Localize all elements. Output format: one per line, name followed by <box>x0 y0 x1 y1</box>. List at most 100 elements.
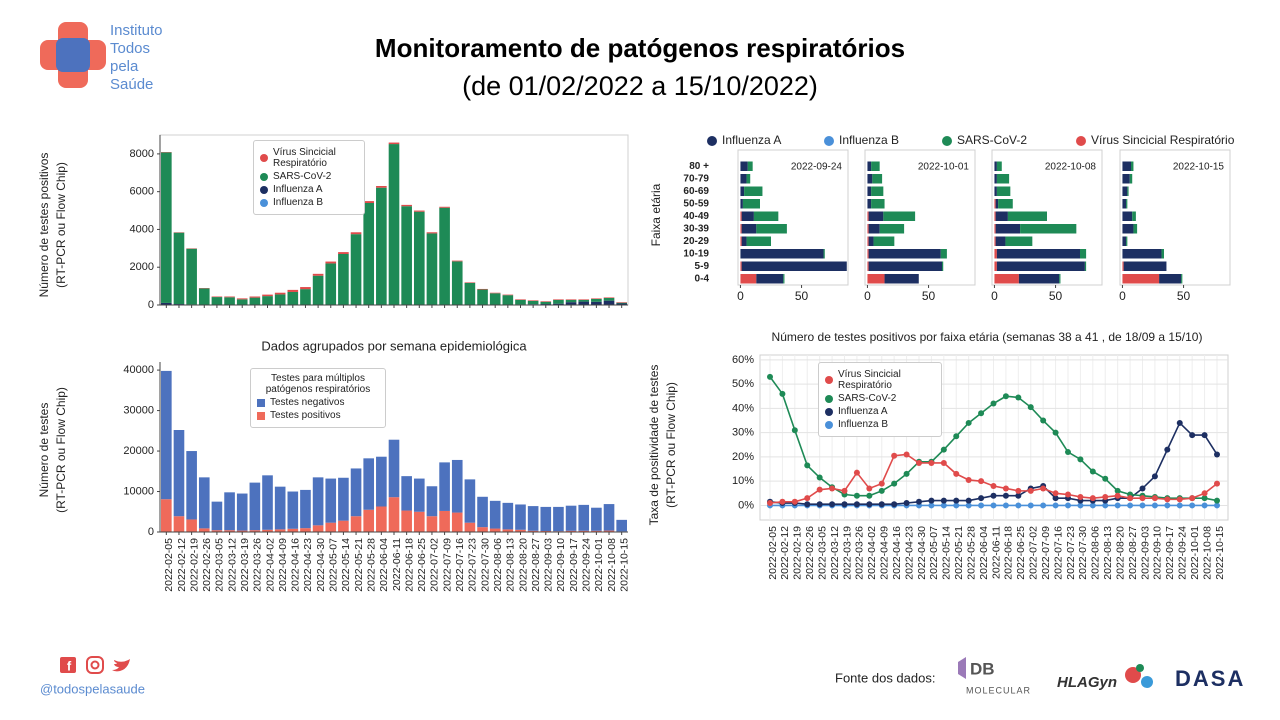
bar-segment <box>186 248 197 305</box>
bar-segment <box>426 516 438 532</box>
bar-segment <box>249 482 261 531</box>
bar-segment <box>744 186 763 196</box>
bar-segment <box>376 187 387 305</box>
point <box>1089 468 1096 475</box>
bar-segment <box>996 186 1011 196</box>
point <box>1065 502 1071 509</box>
legend-swatch <box>257 398 265 407</box>
panel-label: 2022-10-01 <box>918 162 970 173</box>
point <box>916 498 922 505</box>
bar-segment <box>591 507 602 531</box>
bar-segment <box>867 161 872 171</box>
point <box>1040 485 1047 492</box>
bar-segment <box>940 249 947 259</box>
bar-segment <box>401 206 412 305</box>
point <box>891 452 898 459</box>
point <box>990 492 997 499</box>
x-tick-label: 2022-10-01 <box>1189 526 1201 580</box>
y-tick-label: 5-9 <box>695 261 710 272</box>
legend-entry: Testes positivos <box>257 410 379 421</box>
y-tick-label: 40000 <box>123 364 154 376</box>
legend-label: SARS-CoV-2 <box>273 171 332 182</box>
point <box>1114 492 1121 499</box>
bar-segment <box>274 486 286 530</box>
point <box>791 498 798 505</box>
bar-segment <box>995 211 1008 221</box>
point <box>1027 404 1034 411</box>
legend-swatch <box>257 411 265 420</box>
x-tick-label: 2022-04-30 <box>916 526 928 580</box>
bar-segment <box>350 234 362 305</box>
point <box>866 492 873 499</box>
bar-segment <box>224 530 235 532</box>
point <box>1164 502 1171 509</box>
bar-segment <box>553 299 564 304</box>
point <box>1139 485 1146 492</box>
bar-segment <box>740 174 747 184</box>
bar-segment <box>439 206 450 208</box>
point <box>1201 502 1208 509</box>
point <box>1052 495 1059 502</box>
bar-segment <box>477 527 488 532</box>
x-tick-label: 0 <box>1119 289 1126 303</box>
x-tick-label: 2022-03-05 <box>816 526 828 580</box>
bar-segment <box>603 504 615 531</box>
x-tick-label: 2022-09-10 <box>555 538 567 592</box>
point <box>1002 502 1009 509</box>
bar-segment <box>740 199 743 209</box>
bar-segment <box>867 261 869 271</box>
bar-segment <box>884 274 919 284</box>
legend-swatch <box>260 198 268 207</box>
legend-label: SARS-CoV-2 <box>838 393 897 404</box>
bar-segment <box>591 298 602 299</box>
x-tick-label: 2022-09-10 <box>1152 526 1164 580</box>
point <box>804 495 811 502</box>
x-tick-label: 2022-05-28 <box>365 538 377 592</box>
point <box>916 459 922 466</box>
bar-segment <box>998 199 1013 209</box>
y-axis-label: (RT-PCR ou Flow Chip) <box>54 387 68 513</box>
legend-label: Vírus Sincicial Respiratório <box>838 369 901 391</box>
x-tick-label: 2022-06-18 <box>403 538 415 592</box>
bar-segment <box>871 199 885 209</box>
title: Monitoramento de patógenos respiratórios <box>375 33 905 63</box>
x-tick-label: 2022-08-27 <box>1127 526 1139 580</box>
y-tick-label: 10% <box>732 475 754 487</box>
point <box>940 446 947 453</box>
point <box>928 502 935 509</box>
point <box>940 459 947 466</box>
svg-text:f: f <box>67 658 72 673</box>
point <box>1176 419 1183 426</box>
bar-segment <box>363 458 375 510</box>
bar-segment <box>300 489 311 529</box>
bar-segment <box>1126 199 1128 209</box>
bar-segment <box>489 500 501 529</box>
point <box>1015 487 1022 494</box>
bar-segment <box>867 249 869 259</box>
legend-swatch <box>260 185 268 194</box>
y-tick-label: 40-49 <box>683 211 709 222</box>
point <box>1002 485 1009 492</box>
bar-segment <box>287 491 299 529</box>
bar-segment <box>740 186 745 196</box>
social-icons[interactable]: f <box>60 656 130 674</box>
bar-segment <box>325 522 337 532</box>
point <box>1040 417 1047 424</box>
x-tick-label: 2022-05-14 <box>941 526 953 580</box>
bar-segment <box>451 260 463 262</box>
bar-segment <box>173 430 185 517</box>
point <box>1201 495 1208 502</box>
point <box>829 501 836 508</box>
bar-segment <box>388 497 400 532</box>
bar-segment <box>1132 211 1136 221</box>
x-tick-label: 2022-02-12 <box>779 526 791 580</box>
bar-segment <box>388 439 400 498</box>
x-tick-label: 2022-05-07 <box>928 526 940 580</box>
point <box>978 495 985 502</box>
x-tick-label: 2022-03-26 <box>252 538 264 592</box>
bar-segment <box>1020 224 1077 234</box>
x-tick-label: 2022-02-19 <box>792 526 804 580</box>
x-tick-label: 2022-08-06 <box>1090 526 1102 580</box>
legend: Vírus Sincicial Respiratório SARS-CoV-2 In… <box>818 362 942 437</box>
